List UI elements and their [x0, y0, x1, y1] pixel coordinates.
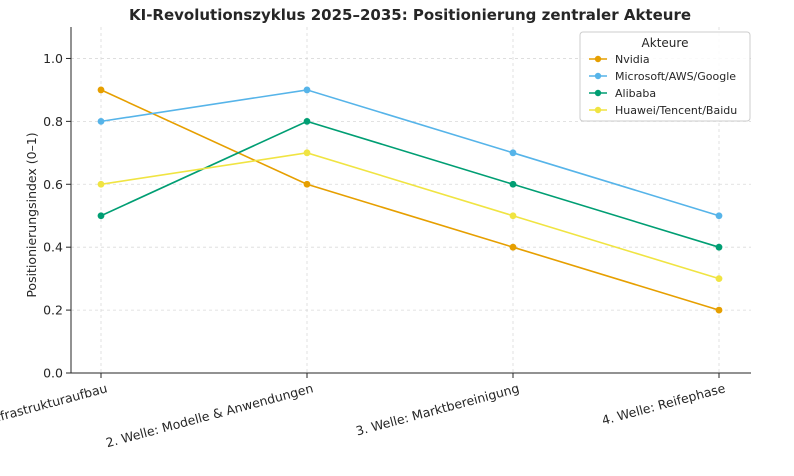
legend-label: Nvidia	[615, 53, 650, 66]
legend-item: Alibaba	[589, 87, 656, 100]
y-axis-label: Positionierungsindex (0–1)	[24, 132, 39, 297]
legend-item: Huawei/Tencent/Baidu	[589, 104, 737, 117]
legend-title: Akteure	[642, 36, 689, 50]
axes	[66, 27, 751, 378]
series-line	[100, 89, 720, 217]
series-group	[97, 86, 723, 314]
data-point	[509, 212, 517, 220]
data-point	[303, 180, 311, 188]
x-tick-label: 1. Welle: Infrastrukturaufbau	[0, 380, 109, 441]
data-point	[715, 243, 723, 251]
legend-item: Nvidia	[589, 53, 650, 66]
legend-swatch-marker	[594, 89, 602, 97]
legend-label: Microsoft/AWS/Google	[615, 70, 736, 83]
y-tick-label: 0.0	[43, 366, 63, 381]
data-point	[509, 180, 517, 188]
legend-swatch-marker	[594, 55, 602, 63]
data-point	[715, 275, 723, 283]
data-point	[303, 149, 311, 157]
legend-label: Alibaba	[615, 87, 656, 100]
y-tick-label: 0.2	[43, 303, 63, 318]
y-tick-label: 0.4	[43, 240, 63, 255]
legend-swatch-marker	[594, 106, 602, 114]
x-tick-label: 3. Welle: Marktbereinigung	[354, 380, 521, 438]
legend-swatch-marker	[594, 72, 602, 80]
data-point	[97, 212, 105, 220]
x-tick-label: 4. Welle: Reifephase	[600, 380, 727, 427]
legend-item: Microsoft/AWS/Google	[589, 70, 736, 83]
series-huawei-tencent-baidu	[97, 149, 723, 283]
legend-box	[579, 31, 751, 122]
y-tick-labels: 0.0 0.2 0.4 0.6 0.8 1.0	[43, 51, 63, 381]
y-tick-label: 1.0	[43, 51, 63, 66]
data-point	[715, 306, 723, 314]
data-point	[97, 86, 105, 94]
series-nvidia	[97, 86, 723, 314]
data-point	[97, 180, 105, 188]
data-point	[97, 117, 105, 125]
legend-label: Huawei/Tencent/Baidu	[615, 104, 737, 117]
legend-items: Nvidia Microsoft/AWS/Google Alibaba Huawei/…	[589, 53, 737, 117]
data-point	[303, 117, 311, 125]
series-microsoft-aws-google	[97, 86, 723, 220]
series-line	[100, 151, 720, 280]
data-point	[509, 243, 517, 251]
series-line	[100, 89, 720, 311]
y-tick-label: 0.6	[43, 177, 63, 192]
x-tick-label: 2. Welle: Modelle & Anwendungen	[104, 380, 315, 450]
legend: Akteure Nvidia Microsoft/AWS/Google Alibab…	[579, 31, 751, 122]
data-point	[715, 212, 723, 220]
chart-title: KI-Revolutionszyklus 2025–2035: Position…	[129, 6, 691, 24]
data-point	[509, 149, 517, 157]
y-tick-label: 0.8	[43, 114, 63, 129]
data-point	[303, 86, 311, 94]
